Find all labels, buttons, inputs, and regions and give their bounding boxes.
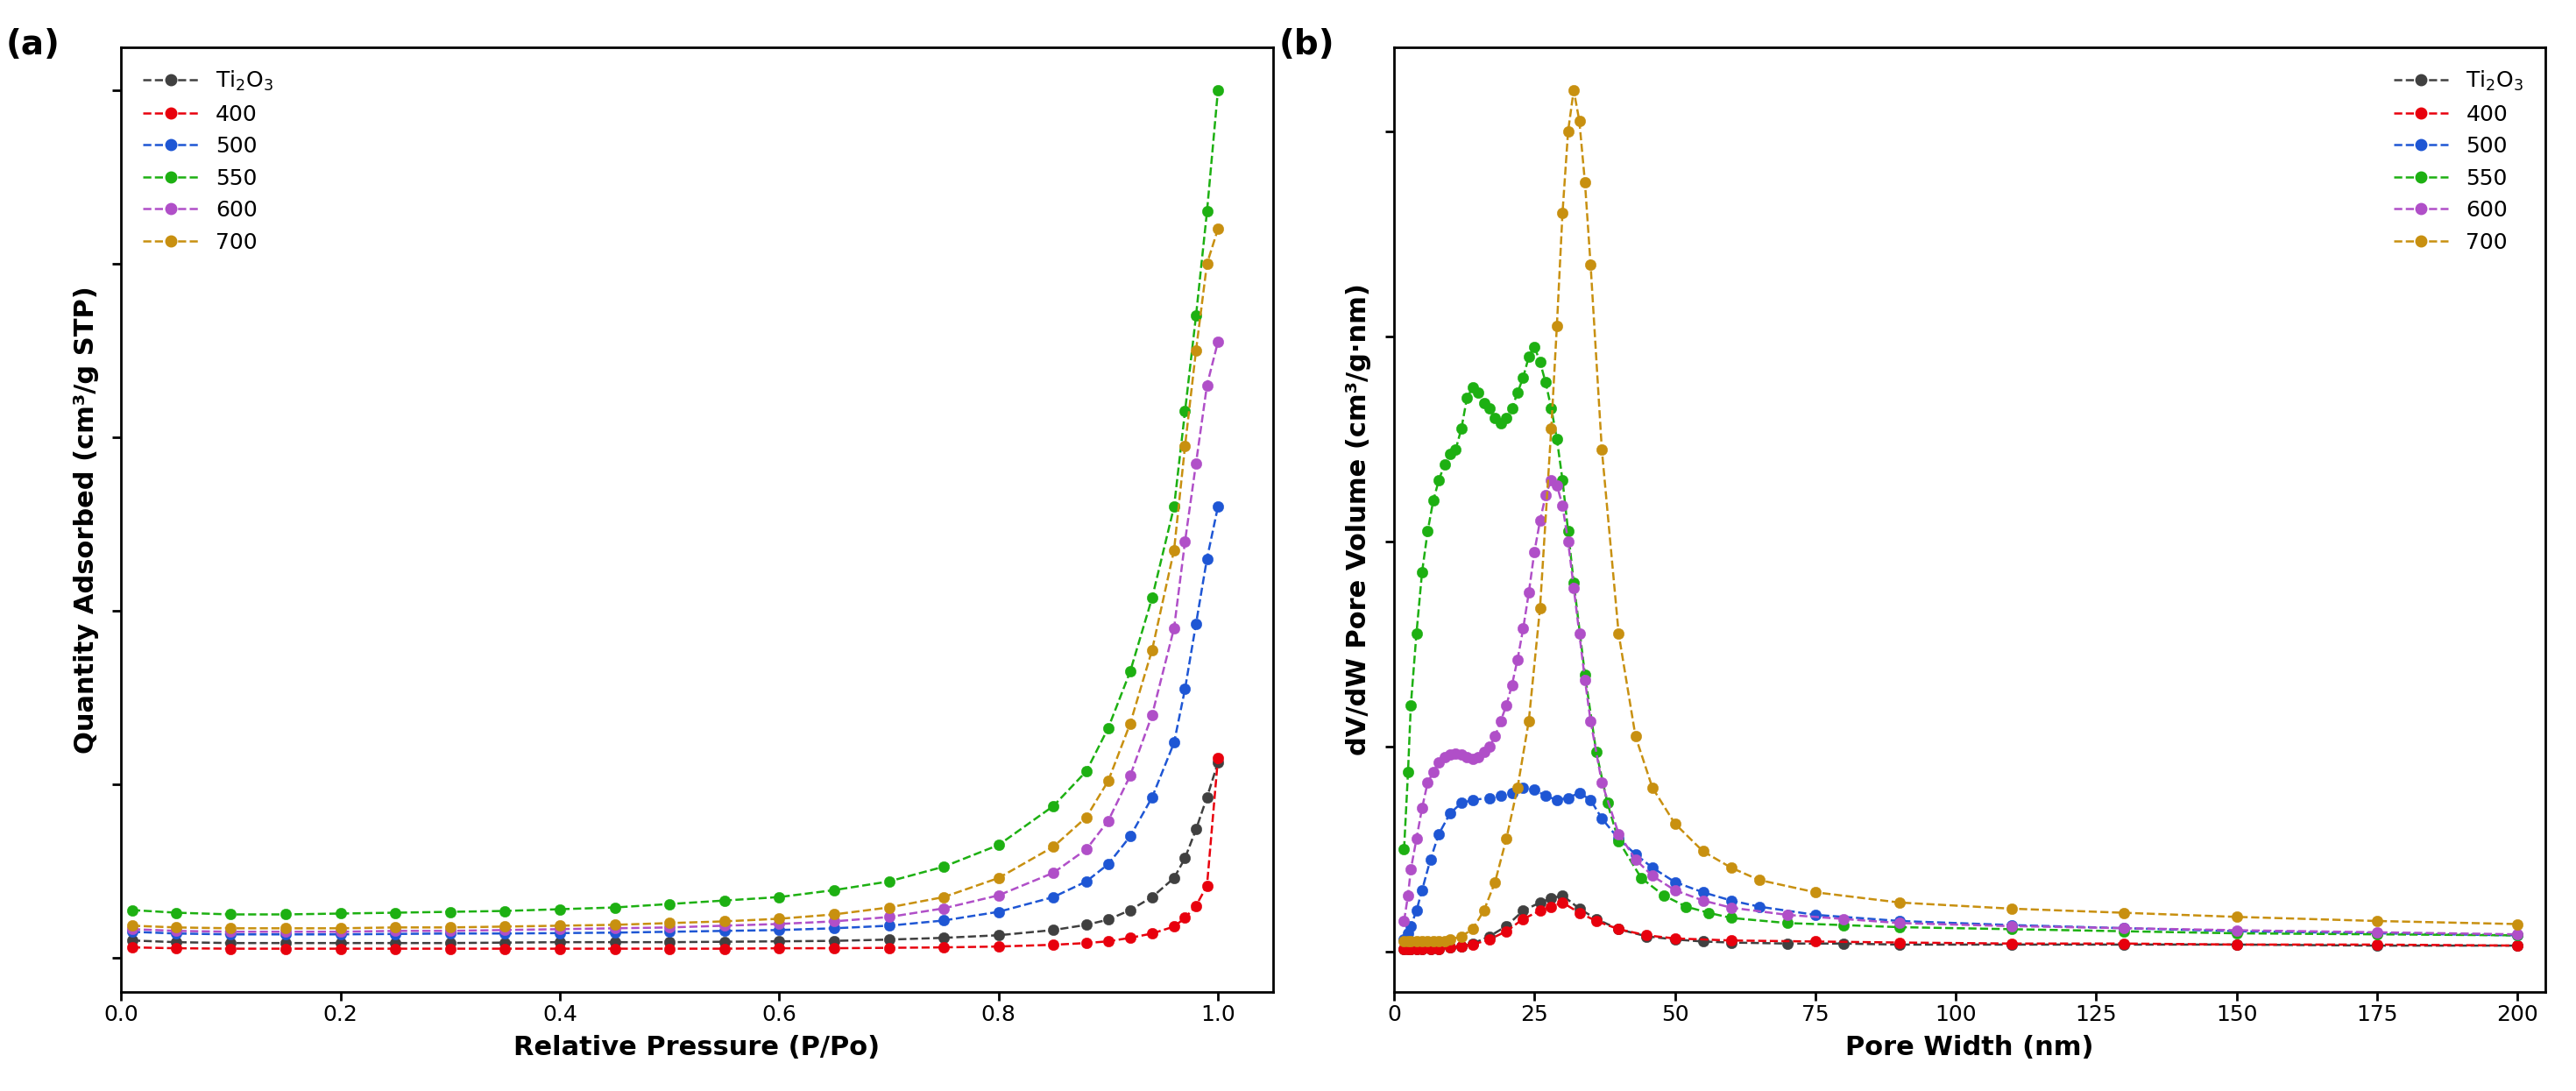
X-axis label: Pore Width (nm): Pore Width (nm): [1844, 1035, 2094, 1060]
Y-axis label: dV/dW Pore Volume (cm³/g·nm): dV/dW Pore Volume (cm³/g·nm): [1347, 284, 1370, 756]
Text: (a): (a): [5, 28, 59, 61]
Legend: Ti$_2$O$_3$, 400, 500, 550, 600, 700: Ti$_2$O$_3$, 400, 500, 550, 600, 700: [2383, 58, 2535, 264]
Text: (b): (b): [1278, 28, 1334, 61]
X-axis label: Relative Pressure (P/Po): Relative Pressure (P/Po): [513, 1035, 881, 1060]
Legend: Ti$_2$O$_3$, 400, 500, 550, 600, 700: Ti$_2$O$_3$, 400, 500, 550, 600, 700: [131, 58, 283, 264]
Y-axis label: Quantity Adsorbed (cm³/g STP): Quantity Adsorbed (cm³/g STP): [72, 286, 98, 753]
